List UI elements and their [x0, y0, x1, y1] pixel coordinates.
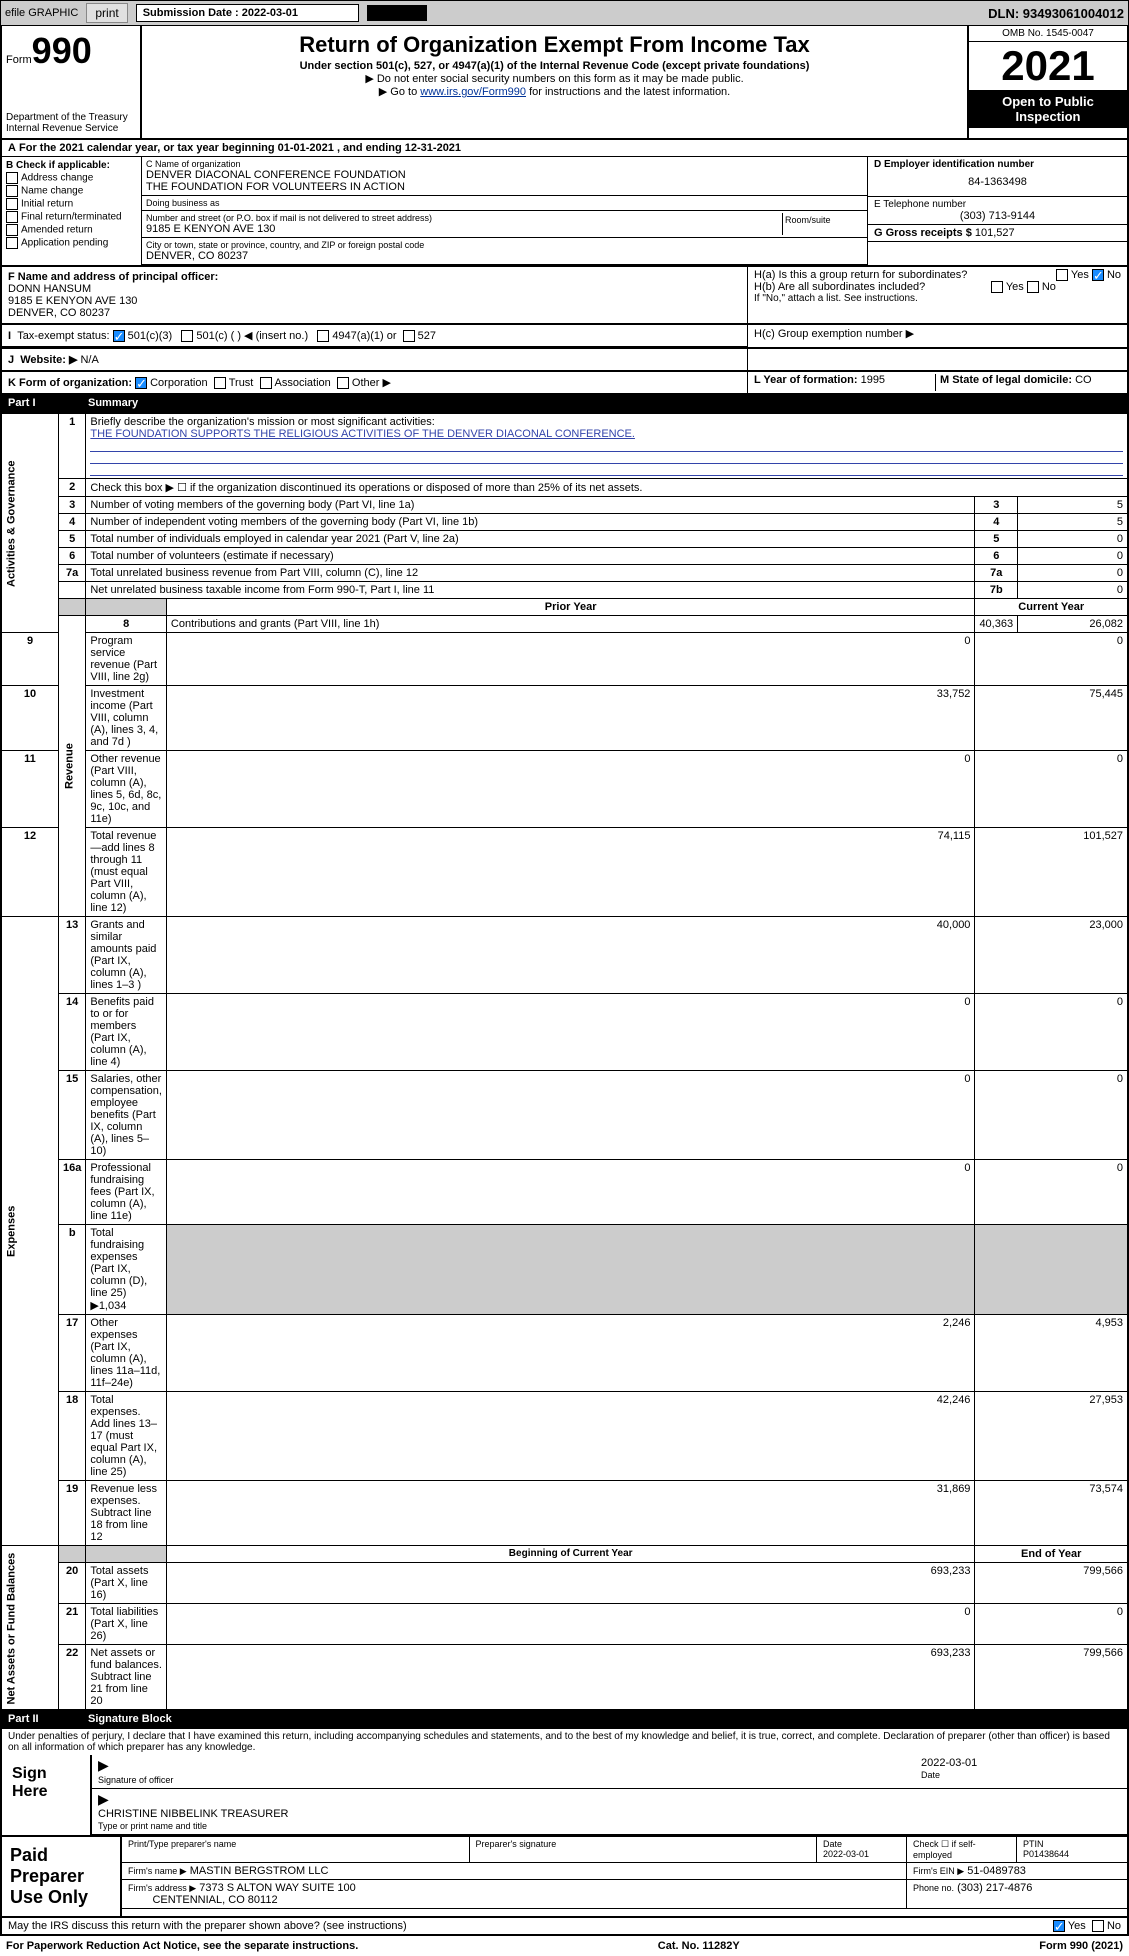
- summary-row: 6Total number of volunteers (estimate if…: [1, 548, 1128, 565]
- summary-row: 20Total assets (Part X, line 16)693,2337…: [1, 1563, 1128, 1604]
- section-i-j-hc: I Tax-exempt status: 501(c)(3) 501(c) ( …: [0, 325, 1129, 349]
- form-header: Form990 Department of the Treasury Inter…: [0, 26, 1129, 140]
- part-2-header: Part II Signature Block: [0, 1711, 1129, 1729]
- page-footer: For Paperwork Reduction Act Notice, see …: [0, 1936, 1129, 1956]
- form-990-number: 990: [32, 30, 92, 71]
- efile-label: efile GRAPHIC: [5, 7, 78, 19]
- side-net-assets: Net Assets or Fund Balances: [1, 1546, 59, 1711]
- col-b-checkboxes: B Check if applicable: Address change Na…: [2, 157, 142, 265]
- row-a-tax-year: A For the 2021 calendar year, or tax yea…: [0, 140, 1129, 157]
- dln-label: DLN: 93493061004012: [988, 6, 1124, 21]
- e-phone-value: (303) 713-9144: [874, 210, 1121, 222]
- mission-text: THE FOUNDATION SUPPORTS THE RELIGIOUS AC…: [90, 428, 635, 440]
- org-name-1: DENVER DIACONAL CONFERENCE FOUNDATION: [146, 169, 863, 181]
- dba-label: Doing business as: [142, 196, 867, 211]
- side-revenue: Revenue: [59, 616, 86, 917]
- summary-row: 21Total liabilities (Part X, line 26)00: [1, 1604, 1128, 1645]
- officer-addr2: DENVER, CO 80237: [8, 307, 741, 319]
- summary-row: 22Net assets or fund balances. Subtract …: [1, 1645, 1128, 1711]
- form-note-link: ▶ Go to www.irs.gov/Form990 for instruct…: [146, 85, 963, 98]
- org-name-2: THE FOUNDATION FOR VOLUNTEERS IN ACTION: [146, 181, 863, 193]
- section-j: J Website: ▶ N/A: [0, 349, 1129, 372]
- form-title: Return of Organization Exempt From Incom…: [146, 32, 963, 58]
- firm-name: MASTIN BERGSTROM LLC: [190, 1865, 329, 1877]
- summary-row: 15Salaries, other compensation, employee…: [1, 1071, 1128, 1160]
- org-street: 9185 E KENYON AVE 130: [146, 223, 782, 235]
- summary-row: Net unrelated business taxable income fr…: [1, 582, 1128, 599]
- summary-row: 11Other revenue (Part VIII, column (A), …: [1, 751, 1128, 828]
- org-city: DENVER, CO 80237: [146, 250, 863, 262]
- top-bar: efile GRAPHIC print Submission Date : 20…: [0, 0, 1129, 26]
- summary-row: bTotal fundraising expenses (Part IX, co…: [1, 1225, 1128, 1315]
- tax-year: 2021: [969, 42, 1127, 90]
- summary-table: Activities & Governance 1 Briefly descri…: [0, 413, 1129, 1711]
- summary-row: 12Total revenue—add lines 8 through 11 (…: [1, 828, 1128, 917]
- section-f-h: F Name and address of principal officer:…: [0, 267, 1129, 325]
- section-bcdefg: B Check if applicable: Address change Na…: [0, 157, 1129, 267]
- perjury-declaration: Under penalties of perjury, I declare th…: [0, 1729, 1129, 1755]
- section-klm: K Form of organization: Corporation Trus…: [0, 372, 1129, 395]
- c-label: C Name of organization: [146, 159, 863, 169]
- summary-row: 5Total number of individuals employed in…: [1, 531, 1128, 548]
- discuss-row: May the IRS discuss this return with the…: [0, 1918, 1129, 1936]
- omb-number: OMB No. 1545-0047: [969, 26, 1127, 42]
- dept-treasury: Department of the Treasury Internal Reve…: [6, 112, 136, 134]
- side-governance: Activities & Governance: [1, 414, 59, 633]
- redacted-box: [367, 5, 427, 21]
- summary-row: 4Number of independent voting members of…: [1, 514, 1128, 531]
- summary-row: 7aTotal unrelated business revenue from …: [1, 565, 1128, 582]
- irs-link[interactable]: www.irs.gov/Form990: [420, 86, 526, 98]
- g-receipts-value: 101,527: [975, 227, 1015, 239]
- open-to-public: Open to Public Inspection: [969, 90, 1127, 128]
- g-receipts-label: G Gross receipts $: [874, 227, 972, 239]
- officer-name: DONN HANSUM: [8, 283, 741, 295]
- paid-preparer-section: Paid Preparer Use Only Print/Type prepar…: [0, 1837, 1129, 1918]
- d-ein-value: 84-1363498: [874, 170, 1121, 194]
- d-ein-label: D Employer identification number: [874, 159, 1121, 170]
- summary-row: 3Number of voting members of the governi…: [1, 497, 1128, 514]
- summary-row: 17Other expenses (Part IX, column (A), l…: [1, 1315, 1128, 1392]
- print-button[interactable]: print: [86, 3, 127, 23]
- form-subtitle-1: Under section 501(c), 527, or 4947(a)(1)…: [146, 60, 963, 72]
- submission-date-box: Submission Date : 2022-03-01: [136, 4, 359, 22]
- summary-row: 9Program service revenue (Part VIII, lin…: [1, 633, 1128, 686]
- summary-row: 14Benefits paid to or for members (Part …: [1, 994, 1128, 1071]
- officer-name-title: CHRISTINE NIBBELINK TREASURER: [98, 1808, 289, 1820]
- summary-row: 16aProfessional fundraising fees (Part I…: [1, 1160, 1128, 1225]
- form-word: Form: [6, 54, 32, 66]
- officer-addr1: 9185 E KENYON AVE 130: [8, 295, 741, 307]
- summary-row: 18Total expenses. Add lines 13–17 (must …: [1, 1392, 1128, 1481]
- e-phone-label: E Telephone number: [874, 199, 1121, 210]
- form-note-ssn: ▶ Do not enter social security numbers o…: [146, 72, 963, 85]
- summary-row: 19Revenue less expenses. Subtract line 1…: [1, 1481, 1128, 1546]
- summary-row: 10Investment income (Part VIII, column (…: [1, 686, 1128, 751]
- part-1-header: Part I Summary: [0, 395, 1129, 413]
- side-expenses: Expenses: [1, 917, 59, 1546]
- sign-here-section: Sign Here ▶Signature of officer 2022-03-…: [0, 1755, 1129, 1837]
